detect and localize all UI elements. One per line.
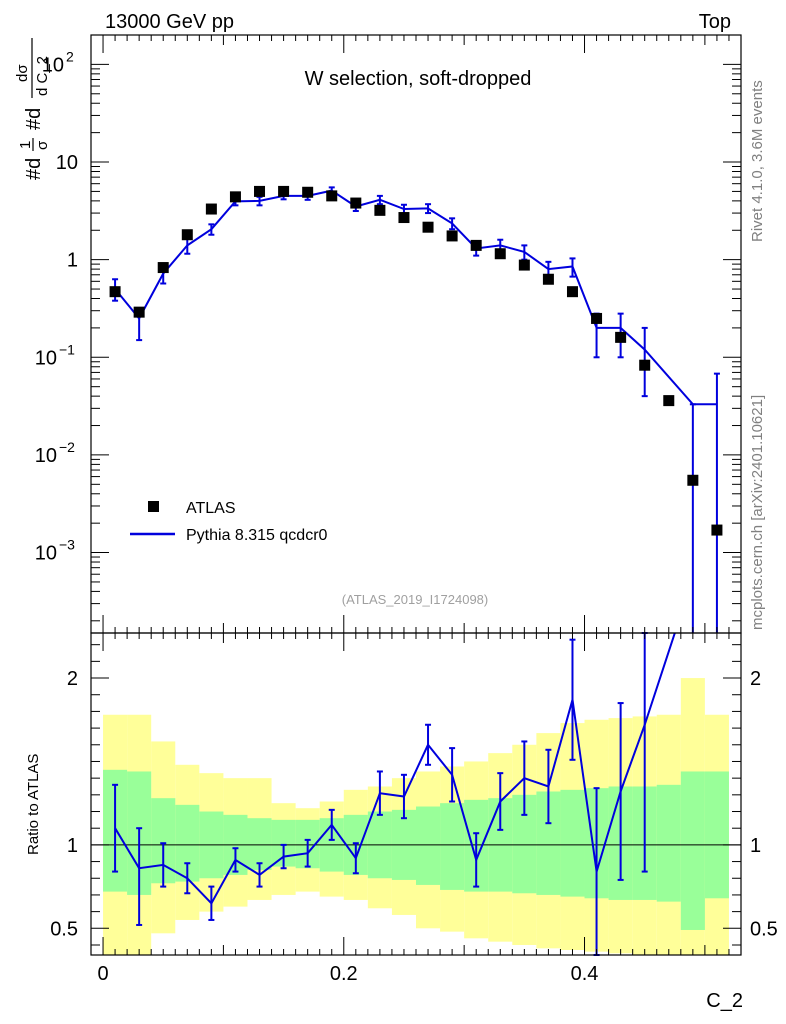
y-tick-label-base-1: 10 bbox=[56, 152, 78, 174]
atlas-point-24 bbox=[687, 474, 699, 486]
side-label-bottom: mcplots.cern.ch [arXiv:2401.10621] bbox=[749, 395, 766, 630]
ylabel-dc2: d C_2 bbox=[34, 56, 51, 96]
y-tick-label-2: 1 bbox=[67, 250, 78, 272]
ylabel-one: 1 bbox=[17, 141, 34, 149]
atlas-point-4 bbox=[205, 203, 217, 215]
y-tick-label-5: 10 −3 bbox=[35, 537, 75, 565]
atlas-point-14 bbox=[446, 230, 458, 242]
atlas-point-6 bbox=[254, 185, 266, 197]
side-label-top: Rivet 4.1.0, 3.6M events bbox=[749, 80, 766, 242]
atlas-point-11 bbox=[374, 204, 386, 216]
y-tick-label-base-0: 10 bbox=[42, 54, 64, 76]
watermark: (ATLAS_2019_I1724098) bbox=[342, 592, 488, 607]
ratio-ylabel: Ratio to ATLAS bbox=[25, 754, 42, 855]
x-tick-label-1: 0.2 bbox=[330, 963, 358, 985]
atlas-point-15 bbox=[470, 239, 482, 251]
atlas-point-19 bbox=[566, 286, 578, 298]
y-tick-label-base-5: 10 bbox=[35, 543, 57, 565]
ylabel-d2: #d bbox=[23, 108, 45, 130]
atlas-point-8 bbox=[302, 186, 314, 198]
y-tick-label-base-3: 10 bbox=[35, 347, 57, 369]
ratio-tick-label-left-1: 1 bbox=[67, 835, 78, 857]
y-tick-label-4: 10 −2 bbox=[35, 439, 75, 467]
y-tick-label-exp-5: −3 bbox=[59, 537, 75, 553]
atlas-point-17 bbox=[518, 259, 530, 271]
atlas-point-9 bbox=[326, 190, 338, 202]
band-green-24 bbox=[680, 771, 705, 930]
y-tick-label-exp-0: 2 bbox=[66, 48, 74, 64]
atlas-point-2 bbox=[157, 262, 169, 274]
ylabel-dsigma: dσ bbox=[14, 64, 31, 82]
atlas-point-18 bbox=[542, 273, 554, 285]
legend-label-pythia: Pythia 8.315 qcdcr0 bbox=[186, 527, 328, 544]
pythia-line bbox=[114, 189, 717, 406]
y-tick-label-3: 10 −1 bbox=[35, 341, 75, 369]
atlas-point-13 bbox=[422, 221, 434, 233]
legend-label-atlas: ATLAS bbox=[186, 500, 236, 517]
ratio-marks bbox=[112, 632, 676, 956]
atlas-point-5 bbox=[229, 191, 241, 203]
ratio-tick-label-left-2: 0.5 bbox=[50, 918, 78, 940]
legend-marker-atlas bbox=[148, 501, 159, 512]
ratio-line bbox=[114, 633, 676, 905]
xlabel: C_2 bbox=[706, 990, 743, 1012]
x-tick-label-0: 0 bbox=[97, 963, 108, 985]
band-green-13 bbox=[416, 806, 441, 885]
legend: ATLAS Pythia 8.315 qcdcr0 bbox=[130, 500, 328, 544]
y-tick-label-base-2: 1 bbox=[67, 250, 78, 272]
band-green-23 bbox=[656, 784, 681, 902]
atlas-point-16 bbox=[494, 248, 506, 260]
main-marks bbox=[109, 185, 723, 633]
header-right: Top bbox=[699, 11, 731, 33]
y-tick-label-exp-4: −2 bbox=[59, 439, 75, 455]
atlas-point-3 bbox=[181, 229, 193, 241]
atlas-point-7 bbox=[278, 185, 290, 197]
atlas-point-0 bbox=[109, 286, 121, 298]
ylabel-sigma: σ bbox=[34, 140, 51, 150]
band-green-14 bbox=[440, 803, 465, 890]
y-tick-label-0: 10 2 bbox=[42, 48, 74, 76]
main-ylabel: #d 1 σ #d dσ d C_2 bbox=[14, 38, 51, 180]
ratio-tick-label-right-1: 1 bbox=[750, 835, 761, 857]
y-tick-label-1: 10 bbox=[56, 152, 78, 174]
ylabel-d1: #d bbox=[23, 158, 45, 180]
ratio-tick-label-left-0: 2 bbox=[67, 668, 78, 690]
atlas-point-12 bbox=[398, 212, 410, 224]
plot-title: W selection, soft-dropped bbox=[305, 68, 532, 90]
atlas-point-1 bbox=[133, 306, 145, 318]
y-tick-label-exp-3: −1 bbox=[59, 341, 75, 357]
band-green-25 bbox=[704, 771, 729, 899]
x-tick-label-2: 0.4 bbox=[571, 963, 599, 985]
y-tick-label-base-4: 10 bbox=[35, 445, 57, 467]
atlas-point-25 bbox=[711, 524, 723, 536]
atlas-point-21 bbox=[615, 331, 627, 343]
atlas-point-23 bbox=[663, 395, 675, 407]
band-green-6 bbox=[247, 818, 272, 870]
ratio-tick-label-right-2: 0.5 bbox=[750, 918, 778, 940]
band-green-19 bbox=[560, 789, 585, 897]
ratio-tick-label-right-0: 2 bbox=[750, 668, 761, 690]
atlas-point-20 bbox=[591, 312, 603, 324]
atlas-point-22 bbox=[639, 359, 651, 371]
atlas-point-10 bbox=[350, 197, 362, 209]
ratio-bands bbox=[103, 678, 729, 955]
header-left: 13000 GeV pp bbox=[105, 11, 234, 33]
